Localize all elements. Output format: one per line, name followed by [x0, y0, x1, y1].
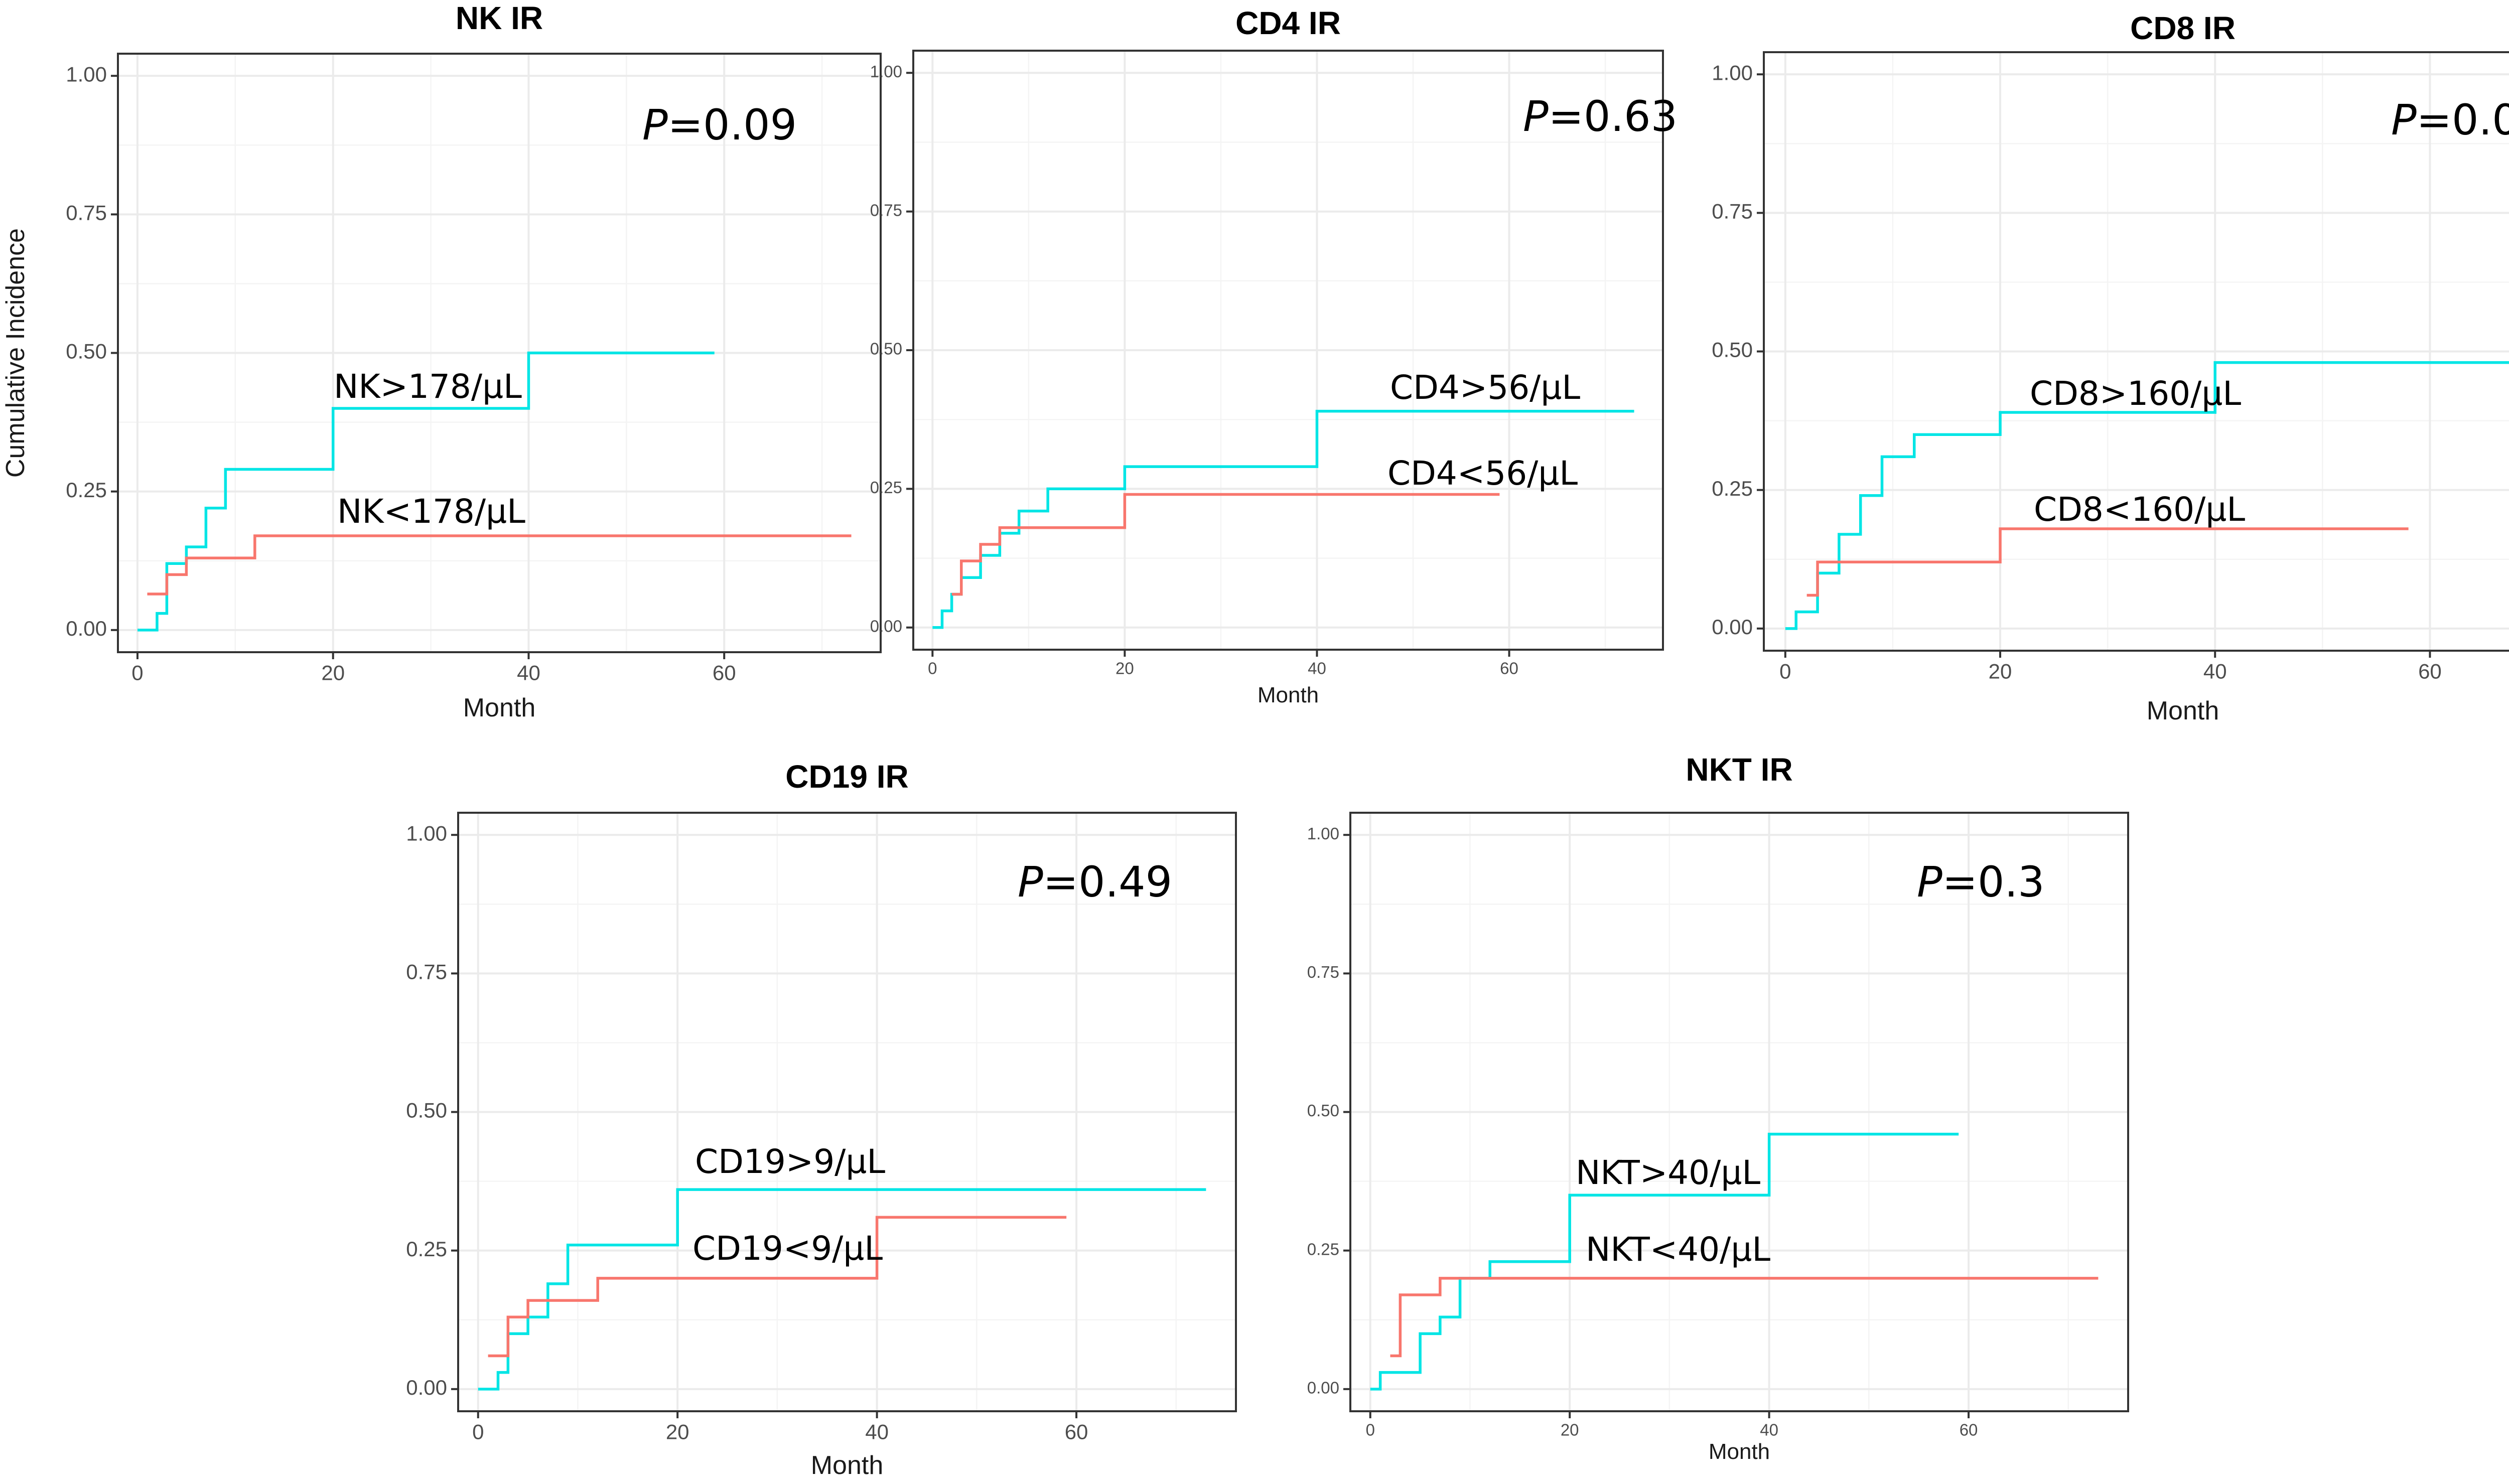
y-tick-label: 0.50 — [66, 340, 107, 363]
x-tick-label: 20 — [666, 1420, 689, 1444]
y-tick-label: 0.50 — [1307, 1101, 1339, 1120]
x-axis-label: Month — [1709, 1439, 1770, 1464]
p-value-prefix: P — [2391, 95, 2417, 144]
chart-title: CD19 IR — [785, 759, 908, 795]
series-label-1: CD8>160/μL — [2030, 374, 2241, 413]
p-value-number: =0.63 — [1549, 92, 1678, 141]
p-value-prefix: P — [1917, 857, 1942, 907]
series-label-2: CD19<9/μL — [692, 1229, 883, 1268]
y-tick-label: 0.25 — [406, 1237, 447, 1261]
y-tick-label: 1.00 — [870, 62, 902, 81]
chart-panel-5: 0.00 0.25 0.50 0.75 1.00 0 20 40 60 NKT IR Month P=… — [1307, 752, 2129, 1464]
x-axis-label: Month — [811, 1451, 884, 1480]
series-line-1 — [1785, 361, 2509, 630]
x-tick-label: 20 — [1989, 660, 2012, 683]
x-tick-label: 40 — [2203, 660, 2227, 683]
chart-panel-2: 0.00 0.25 0.50 0.75 1.00 0 20 40 60 CD4 IR Month P=… — [870, 5, 1678, 707]
y-tick-label: 0.00 — [1712, 615, 1753, 639]
p-value-annotation: P=0.3 — [1917, 857, 2045, 907]
y-tick-label: 0.00 — [406, 1376, 447, 1399]
p-value-prefix: P — [642, 100, 668, 150]
y-tick-label: 0.00 — [870, 617, 902, 635]
x-tick-label: 0 — [928, 659, 937, 677]
x-tick-label: 0 — [472, 1420, 484, 1444]
y-tick-label: 0.50 — [870, 340, 902, 358]
y-tick-label: 1.00 — [1712, 61, 1753, 84]
y-tick-label: 0.25 — [1712, 477, 1753, 500]
chart-panel-4: 0.00 0.25 0.50 0.75 1.00 0 20 40 60 CD19 IR Month P… — [406, 759, 1237, 1480]
series-line-2 — [951, 493, 1500, 596]
x-tick-label: 60 — [1500, 659, 1518, 677]
series-label-1: CD4>56/μL — [1390, 368, 1580, 407]
y-tick-label: 1.00 — [1307, 824, 1339, 843]
chart-title: CD8 IR — [2130, 10, 2236, 46]
chart-panel-1: 0.00 0.25 0.50 0.75 1.00 0 20 40 60 NK IR Month Cum… — [1, 0, 882, 722]
y-tick-label: 0.00 — [66, 617, 107, 640]
p-value-annotation: P=0.49 — [1018, 857, 1172, 907]
x-tick-label: 20 — [1561, 1420, 1579, 1439]
series-line-2 — [1806, 527, 2409, 597]
x-tick-label: 20 — [321, 661, 345, 685]
chart-panel-3: 0.00 0.25 0.50 0.75 1.00 0 20 40 60 CD8 IR Month P=… — [1712, 10, 2509, 725]
y-tick-label: 0.50 — [1712, 338, 1753, 362]
series-label-2: NKT<40/μL — [1586, 1230, 1770, 1269]
series-line-1 — [478, 1188, 1206, 1391]
y-tick-label: 0.25 — [1307, 1240, 1339, 1258]
y-tick-label: 0.00 — [1307, 1379, 1339, 1397]
y-tick-label: 1.00 — [406, 821, 447, 845]
p-value-number: =0.49 — [1043, 857, 1172, 907]
p-value-prefix: P — [1018, 857, 1043, 907]
series-label-2: NK<178/μL — [337, 492, 525, 531]
y-tick-label: 1.00 — [66, 62, 107, 86]
x-tick-label: 0 — [131, 661, 143, 685]
x-tick-label: 60 — [1065, 1420, 1088, 1444]
x-axis-label: Month — [1258, 683, 1319, 707]
p-value-annotation: P=0.08 — [2391, 95, 2509, 144]
y-tick-label: 0.25 — [66, 478, 107, 502]
x-tick-label: 0 — [1366, 1420, 1375, 1439]
x-tick-label: 40 — [865, 1420, 889, 1444]
y-tick-label: 0.75 — [870, 201, 902, 219]
series-label-2: CD4<56/μL — [1387, 454, 1578, 493]
x-tick-label: 40 — [1760, 1420, 1778, 1439]
series-label-1: NK>178/μL — [334, 367, 522, 406]
p-value-number: =0.08 — [2417, 95, 2509, 144]
series-line-1 — [1370, 1132, 1959, 1391]
series-line-2 — [488, 1216, 1067, 1358]
series-label-2: CD8<160/μL — [2034, 490, 2245, 529]
p-value-number: =0.3 — [1942, 857, 2045, 907]
x-tick-label: 60 — [713, 661, 736, 685]
y-tick-label: 0.50 — [406, 1099, 447, 1122]
y-axis-label: Cumulative Incidence — [1, 228, 30, 478]
chart-title: NK IR — [456, 0, 543, 36]
p-value-annotation: P=0.63 — [1523, 92, 1678, 141]
series-label-1: NKT>40/μL — [1576, 1153, 1760, 1192]
x-tick-label: 60 — [2418, 660, 2442, 683]
series-line-1 — [137, 351, 715, 632]
p-value-number: =0.09 — [668, 100, 797, 150]
y-tick-label: 0.75 — [1712, 199, 1753, 223]
y-tick-label: 0.25 — [870, 478, 902, 497]
x-tick-label: 0 — [1779, 660, 1791, 683]
x-tick-label: 40 — [517, 661, 540, 685]
x-axis-label: Month — [463, 693, 536, 722]
x-tick-label: 60 — [1960, 1420, 1978, 1439]
series-label-1: CD19>9/μL — [695, 1142, 885, 1181]
series-line-2 — [147, 534, 852, 596]
x-tick-label: 40 — [1308, 659, 1326, 677]
y-tick-label: 0.75 — [66, 201, 107, 224]
p-value-annotation: P=0.09 — [642, 100, 797, 150]
p-value-prefix: P — [1523, 92, 1549, 141]
x-tick-label: 20 — [1116, 659, 1134, 677]
x-axis-label: Month — [2147, 696, 2219, 725]
y-tick-label: 0.75 — [406, 960, 447, 983]
series-line-2 — [1390, 1277, 2099, 1358]
y-tick-label: 0.75 — [1307, 963, 1339, 981]
chart-title: CD4 IR — [1235, 5, 1341, 41]
chart-title: NKT IR — [1686, 752, 1792, 788]
